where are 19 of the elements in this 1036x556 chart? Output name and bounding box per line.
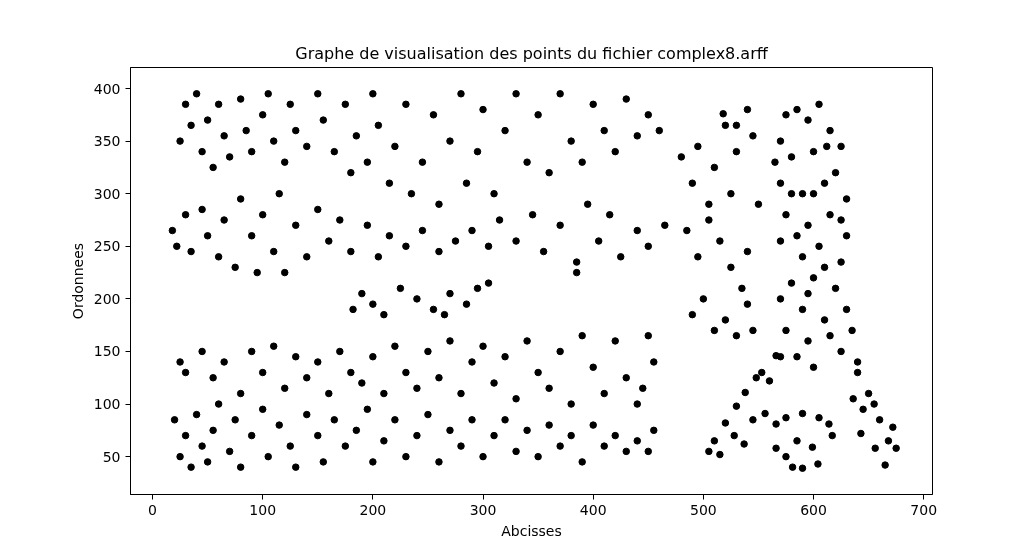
y-axis-title: Ordonnees	[69, 242, 86, 320]
x-tick-label: 700	[910, 501, 938, 518]
chart-title: Graphe de visualisation des points du fichier complex8.arff	[295, 43, 769, 63]
x-tick-label: 0	[148, 501, 157, 518]
y-tick-label: 400	[93, 80, 121, 97]
x-tick-label: 500	[690, 501, 717, 518]
x-tick-label: 400	[579, 501, 607, 518]
x-tick-label: 200	[359, 501, 387, 518]
x-tick-label: 300	[469, 501, 497, 518]
y-tick-label: 50	[102, 448, 121, 465]
x-tick-label: 600	[800, 501, 827, 518]
y-tick-label: 300	[93, 185, 121, 202]
x-tick-label: 100	[249, 501, 277, 518]
y-tick-label: 100	[93, 396, 121, 413]
y-tick-label: 200	[93, 290, 121, 307]
y-tick-label: 250	[93, 238, 121, 255]
x-axis-title: Abcisses	[501, 522, 562, 539]
y-tick-label: 150	[93, 343, 121, 360]
y-tick-label: 350	[93, 133, 121, 150]
